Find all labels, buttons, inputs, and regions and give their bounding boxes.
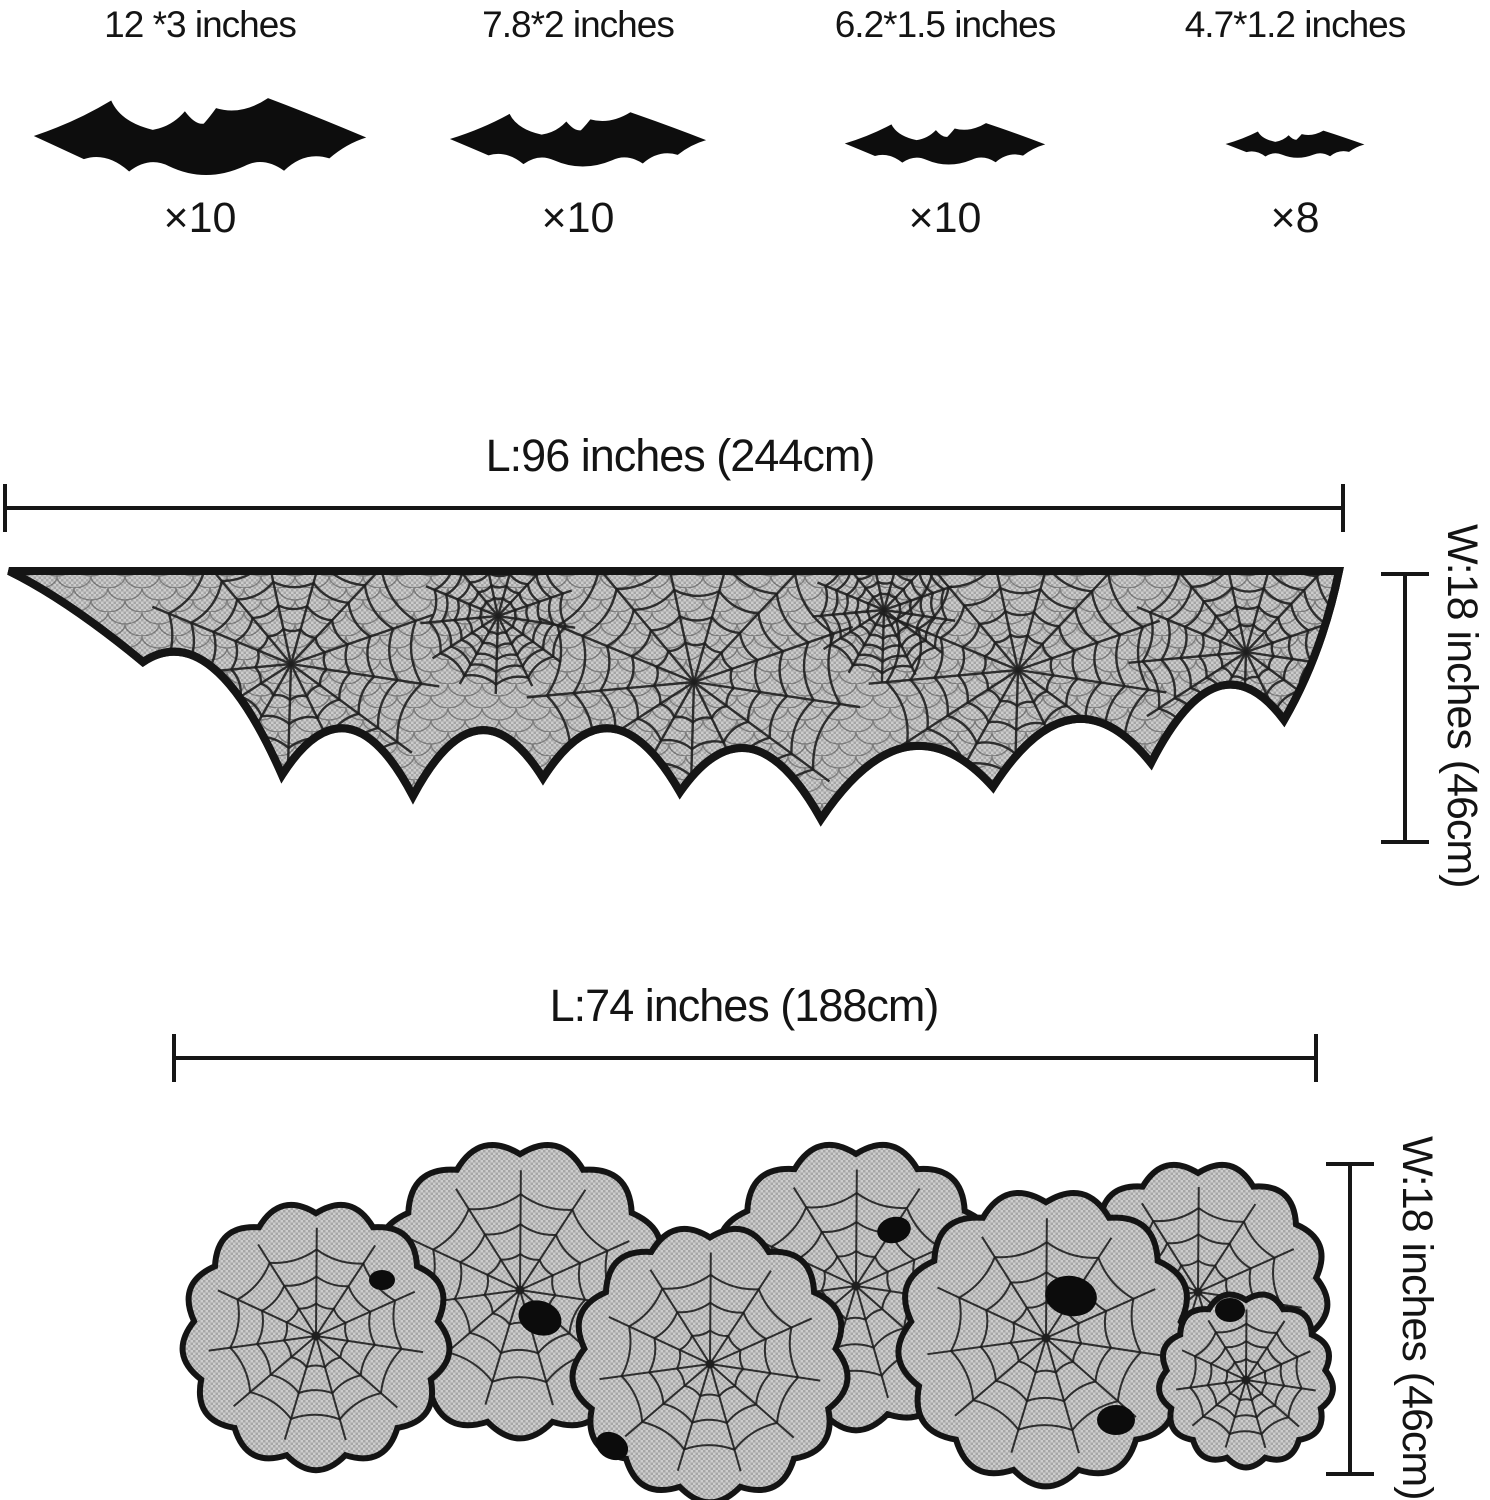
table-runner-length-label: L:74 inches (188cm) [549, 980, 940, 1031]
dimension-line [1403, 572, 1407, 844]
dimension-line [174, 1056, 1316, 1060]
dimension-line [3, 506, 1345, 510]
spiderweb-table-runner-image [179, 1141, 1336, 1500]
mantel-scarf-length-label: L:96 inches (244cm) [485, 430, 876, 481]
bat-size-label: 6.2*1.5 inches [834, 4, 1057, 45]
bat-size-label: 7.8*2 inches [482, 4, 675, 45]
dimension-tick-top [1326, 1162, 1374, 1166]
dimension-tick-top [1381, 572, 1429, 576]
bat-quantity-label: ×10 [541, 194, 615, 242]
dimension-tick-left [172, 1034, 176, 1082]
dimension-line [1348, 1162, 1352, 1476]
dimension-tick-right [1341, 484, 1345, 532]
bat-quantity-label: ×10 [908, 194, 982, 242]
bat-icon [447, 103, 709, 175]
bat-variant-1: 12 *3 inches ×10 [10, 0, 390, 260]
bat-variant-4: 4.7*1.2 inches ×8 [1105, 0, 1485, 260]
bat-size-label: 4.7*1.2 inches [1184, 4, 1407, 45]
bat-icon [30, 85, 370, 187]
spiderweb-mantel-scarf-image [7, 567, 1344, 827]
bat-icon [843, 116, 1048, 171]
dimension-tick-left [3, 484, 7, 532]
dimension-tick-right [1314, 1034, 1318, 1082]
bat-icon [1224, 126, 1366, 162]
mantel-scarf-width-label: W:18 inches (46cm) [1438, 524, 1486, 888]
dimension-tick-bottom [1326, 1472, 1374, 1476]
bat-variant-2: 7.8*2 inches ×10 [388, 0, 768, 260]
table-runner-width-label: W:18 inches (46cm) [1393, 1136, 1441, 1500]
dimension-tick-bottom [1381, 840, 1429, 844]
bat-quantity-label: ×8 [1270, 194, 1320, 242]
bat-quantity-label: ×10 [163, 194, 237, 242]
bat-size-label: 12 *3 inches [104, 4, 297, 45]
bat-variant-3: 6.2*1.5 inches ×10 [755, 0, 1135, 260]
